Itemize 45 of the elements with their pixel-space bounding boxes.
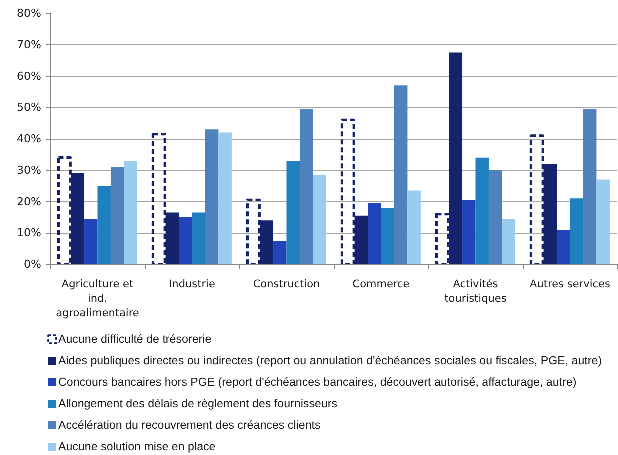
- bar: [313, 175, 326, 264]
- legend-label: Allongement des délais de règlement des fournisseurs: [58, 398, 338, 410]
- bar: [368, 203, 382, 264]
- bar: [596, 180, 610, 264]
- bar: [274, 240, 287, 264]
- y-tick-label: 60%: [17, 70, 42, 83]
- bar: [179, 217, 192, 264]
- bar: [462, 200, 476, 264]
- legend-label: Aides publiques directes ou indirectes (report ou annulation d'échéances sociales ou fiscales, PGE, autre): [58, 354, 602, 368]
- bar: [408, 190, 421, 264]
- bar: [84, 219, 98, 264]
- bar: [205, 130, 219, 264]
- bar: [502, 219, 516, 264]
- y-tick-label: 30%: [17, 164, 42, 177]
- bar: [124, 160, 138, 264]
- x-tick-label: Autres services: [530, 278, 610, 290]
- x-tick-label: Commerce: [352, 278, 410, 290]
- bar: [557, 230, 570, 264]
- x-tick-label: Agriculture et ind. agroalimentaire: [56, 278, 140, 320]
- legend-label: Aucune solution mise en place: [58, 440, 216, 454]
- legend-label: Concours bancaires hors PGE (report d'échéances bancaires, découvert autorisé, affacturage, autre): [58, 376, 577, 389]
- bar: [381, 208, 394, 264]
- bar: [218, 132, 232, 264]
- y-tick-label: 20%: [17, 195, 42, 208]
- y-tick-label: 70%: [17, 38, 42, 52]
- bar: [394, 86, 408, 264]
- y-tick-label: 40%: [17, 132, 42, 146]
- y-tick-label: 10%: [17, 226, 42, 240]
- bar: [300, 109, 314, 264]
- bar: [476, 158, 489, 264]
- bar: [110, 167, 124, 264]
- x-tick-label: Industrie: [169, 278, 216, 290]
- bar: [570, 198, 584, 264]
- legend-label: Accélération du recouvrement des créances clients: [58, 419, 321, 432]
- y-tick-label: 50%: [17, 101, 42, 114]
- bar: [286, 160, 300, 264]
- legend-label: Aucune difficulté de trésorerie: [58, 333, 212, 346]
- bar: [98, 186, 111, 264]
- x-tick-label: Construction: [253, 278, 320, 290]
- y-tick-label: 80%: [17, 7, 42, 20]
- bar: [192, 212, 206, 264]
- bar: [583, 109, 597, 264]
- bar: [488, 170, 502, 264]
- y-tick-label: 0%: [24, 258, 42, 271]
- x-tick-label: Activités touristiques: [444, 278, 507, 305]
